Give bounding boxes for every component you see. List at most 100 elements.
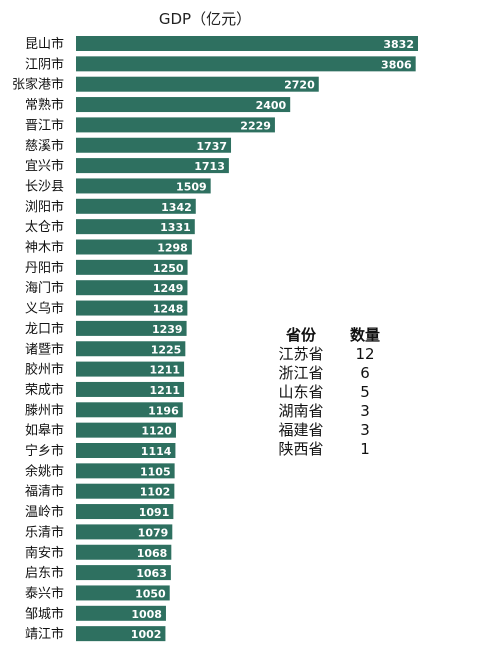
bar-value-label: 1249 (153, 282, 184, 295)
category-label: 乐清市 (25, 524, 64, 540)
bar (76, 117, 275, 133)
count-cell: 数量 (349, 326, 380, 344)
bar-value-label: 1063 (136, 567, 167, 580)
category-label: 滕州市 (25, 402, 64, 418)
category-label: 胶州市 (25, 362, 64, 378)
category-label: 海门市 (25, 280, 64, 296)
category-label: 神木市 (25, 240, 64, 256)
bar (76, 422, 176, 438)
bar (76, 320, 187, 336)
category-label: 南安市 (25, 545, 64, 561)
bar-value-label: 1225 (151, 343, 182, 356)
category-label: 福清市 (25, 484, 64, 500)
category-label: 张家港市 (12, 77, 64, 93)
category-label: 诸暨市 (25, 341, 64, 357)
table-row: 江苏省 12 (262, 345, 390, 364)
bar (76, 97, 291, 113)
bar-value-label: 2229 (240, 119, 271, 132)
category-label: 余姚市 (25, 463, 64, 479)
bar-value-label: 1079 (138, 526, 169, 539)
bar (76, 158, 229, 174)
category-label: 启东市 (25, 565, 64, 581)
bar-value-label: 1105 (140, 465, 171, 478)
bar (76, 524, 173, 540)
chart-title: GDP（亿元） (158, 10, 252, 28)
province-cell: 江苏省 (278, 345, 324, 363)
province-count-table: 省份 数量江苏省 12 浙江省 6 山东省 5 湖南省 3 福建省 3 陕西省 1 (262, 326, 390, 459)
count-cell: 3 (360, 402, 370, 420)
bar-value-label: 1050 (135, 587, 166, 600)
bar-value-label: 1331 (160, 221, 191, 234)
bar (76, 56, 416, 72)
bar-value-label: 1114 (141, 445, 172, 458)
province-cell: 省份 (285, 326, 316, 344)
bar (76, 483, 175, 499)
table-row: 山东省 5 (262, 383, 390, 402)
province-cell: 湖南省 (278, 402, 324, 420)
bar-value-label: 3806 (381, 58, 412, 71)
bar-value-label: 1342 (161, 201, 192, 214)
bar (76, 76, 319, 92)
bar (76, 544, 172, 560)
category-label: 靖江市 (25, 626, 64, 642)
category-label: 义乌市 (25, 301, 64, 317)
bar-value-label: 3832 (383, 38, 414, 51)
count-cell: 12 (355, 345, 375, 363)
table-header-row: 省份 数量 (262, 326, 390, 345)
province-cell: 陕西省 (278, 440, 324, 458)
bar-value-label: 2720 (284, 79, 315, 92)
bar-value-label: 1248 (153, 303, 184, 316)
bar-value-label: 1102 (140, 486, 171, 499)
bar (76, 626, 166, 642)
bar (76, 443, 176, 458)
category-label: 长沙县 (25, 179, 64, 194)
category-label: 常熟市 (25, 97, 64, 113)
category-label: 荣成市 (25, 382, 64, 398)
bar (76, 341, 186, 357)
table-row: 福建省 3 (262, 421, 390, 440)
bar-value-label: 1002 (131, 628, 162, 641)
bar (76, 198, 196, 214)
bar-value-label: 1713 (194, 160, 225, 173)
category-label: 浏阳市 (25, 199, 64, 215)
bar (76, 585, 170, 601)
bar (76, 402, 183, 418)
bar-value-label: 1250 (153, 262, 184, 275)
category-label: 邹城市 (25, 606, 64, 622)
category-label: 江阴市 (25, 56, 64, 72)
bar-value-label: 1068 (137, 547, 168, 560)
province-cell: 浙江省 (278, 364, 324, 382)
category-label: 如皋市 (25, 423, 64, 439)
bar-value-label: 1298 (157, 242, 188, 255)
bar (76, 219, 195, 235)
table-row: 湖南省 3 (262, 402, 390, 421)
category-label: 丹阳市 (25, 260, 64, 276)
count-cell: 1 (360, 440, 370, 458)
category-label: 泰兴市 (25, 585, 64, 601)
bar-value-label: 1008 (131, 608, 162, 621)
bar (76, 280, 188, 296)
count-cell: 3 (360, 421, 370, 439)
bar-value-label: 1120 (141, 425, 172, 438)
bar (76, 361, 185, 377)
table-row: 陕西省 1 (262, 440, 390, 459)
bar-value-label: 1196 (148, 404, 179, 417)
bar (76, 300, 188, 316)
count-cell: 5 (360, 383, 370, 401)
bar-value-label: 2400 (256, 99, 287, 112)
count-cell: 6 (360, 364, 370, 382)
bar (76, 565, 171, 581)
category-label: 宜兴市 (25, 158, 64, 174)
bar-value-label: 1239 (152, 323, 183, 336)
bar-value-label: 1737 (196, 140, 227, 153)
province-cell: 福建省 (278, 421, 324, 439)
bar (76, 36, 418, 51)
category-label: 龙口市 (25, 321, 64, 337)
bar (76, 381, 185, 397)
bar (76, 504, 174, 520)
bar-value-label: 1211 (149, 384, 180, 397)
bar (76, 239, 192, 255)
bar (76, 605, 166, 621)
